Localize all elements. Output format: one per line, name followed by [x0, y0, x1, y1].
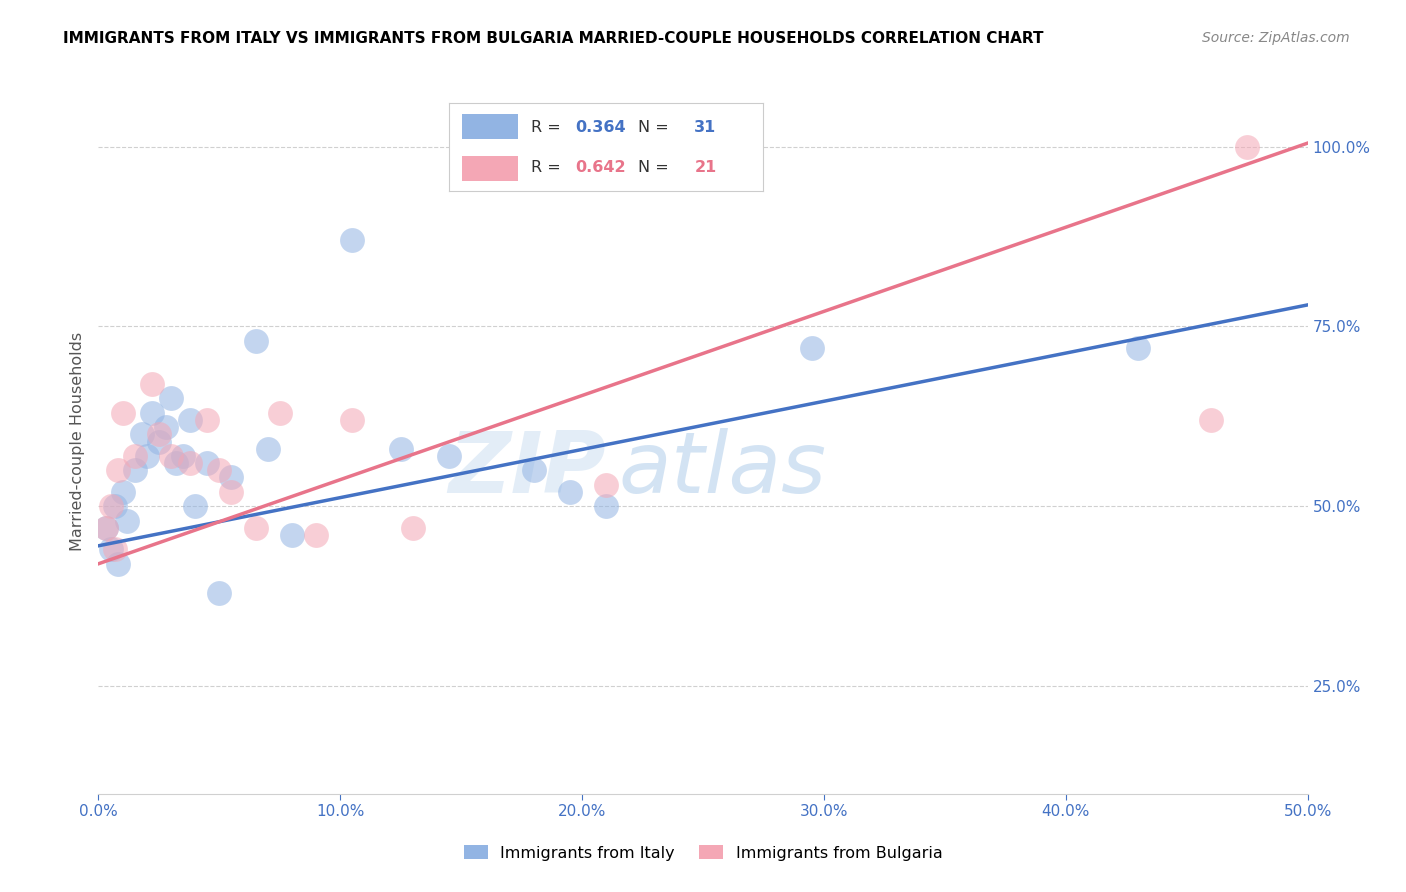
Point	[160, 392, 183, 406]
Point	[141, 377, 163, 392]
Point	[195, 413, 218, 427]
Point	[184, 500, 207, 514]
Point	[221, 470, 243, 484]
Point	[124, 449, 146, 463]
Point	[172, 449, 194, 463]
Text: atlas: atlas	[619, 428, 827, 511]
Point	[1199, 413, 1222, 427]
Point	[342, 233, 364, 247]
Point	[111, 484, 134, 499]
Point	[100, 542, 122, 557]
Legend: Immigrants from Italy, Immigrants from Bulgaria: Immigrants from Italy, Immigrants from B…	[457, 838, 949, 867]
Text: IMMIGRANTS FROM ITALY VS IMMIGRANTS FROM BULGARIA MARRIED-COUPLE HOUSEHOLDS CORR: IMMIGRANTS FROM ITALY VS IMMIGRANTS FROM…	[63, 31, 1043, 46]
Point	[160, 449, 183, 463]
Point	[124, 463, 146, 477]
Point	[1128, 341, 1150, 355]
Point	[402, 521, 425, 535]
Point	[281, 528, 304, 542]
Point	[558, 484, 581, 499]
Point	[148, 427, 170, 442]
Point	[800, 341, 823, 355]
Point	[208, 585, 231, 599]
Point	[269, 406, 291, 420]
Point	[389, 442, 412, 456]
Point	[107, 557, 129, 571]
Point	[148, 434, 170, 449]
Y-axis label: Married-couple Households: Married-couple Households	[69, 332, 84, 551]
Point	[179, 413, 201, 427]
Point	[155, 420, 177, 434]
Point	[131, 427, 153, 442]
Point	[179, 456, 201, 470]
Point	[165, 456, 187, 470]
Point	[208, 463, 231, 477]
Point	[94, 521, 117, 535]
Point	[195, 456, 218, 470]
Point	[100, 500, 122, 514]
Point	[342, 413, 364, 427]
Point	[1236, 139, 1258, 153]
Point	[256, 442, 278, 456]
Point	[245, 334, 267, 348]
Point	[595, 500, 617, 514]
Point	[107, 463, 129, 477]
Point	[94, 521, 117, 535]
Point	[523, 463, 546, 477]
Text: ZIP: ZIP	[449, 428, 606, 511]
Point	[111, 406, 134, 420]
Point	[141, 406, 163, 420]
Point	[117, 514, 139, 528]
Point	[437, 449, 460, 463]
Point	[305, 528, 328, 542]
Point	[221, 484, 243, 499]
Point	[245, 521, 267, 535]
Text: Source: ZipAtlas.com: Source: ZipAtlas.com	[1202, 31, 1350, 45]
Point	[104, 500, 127, 514]
Point	[135, 449, 157, 463]
Point	[104, 542, 127, 557]
Point	[595, 477, 617, 491]
